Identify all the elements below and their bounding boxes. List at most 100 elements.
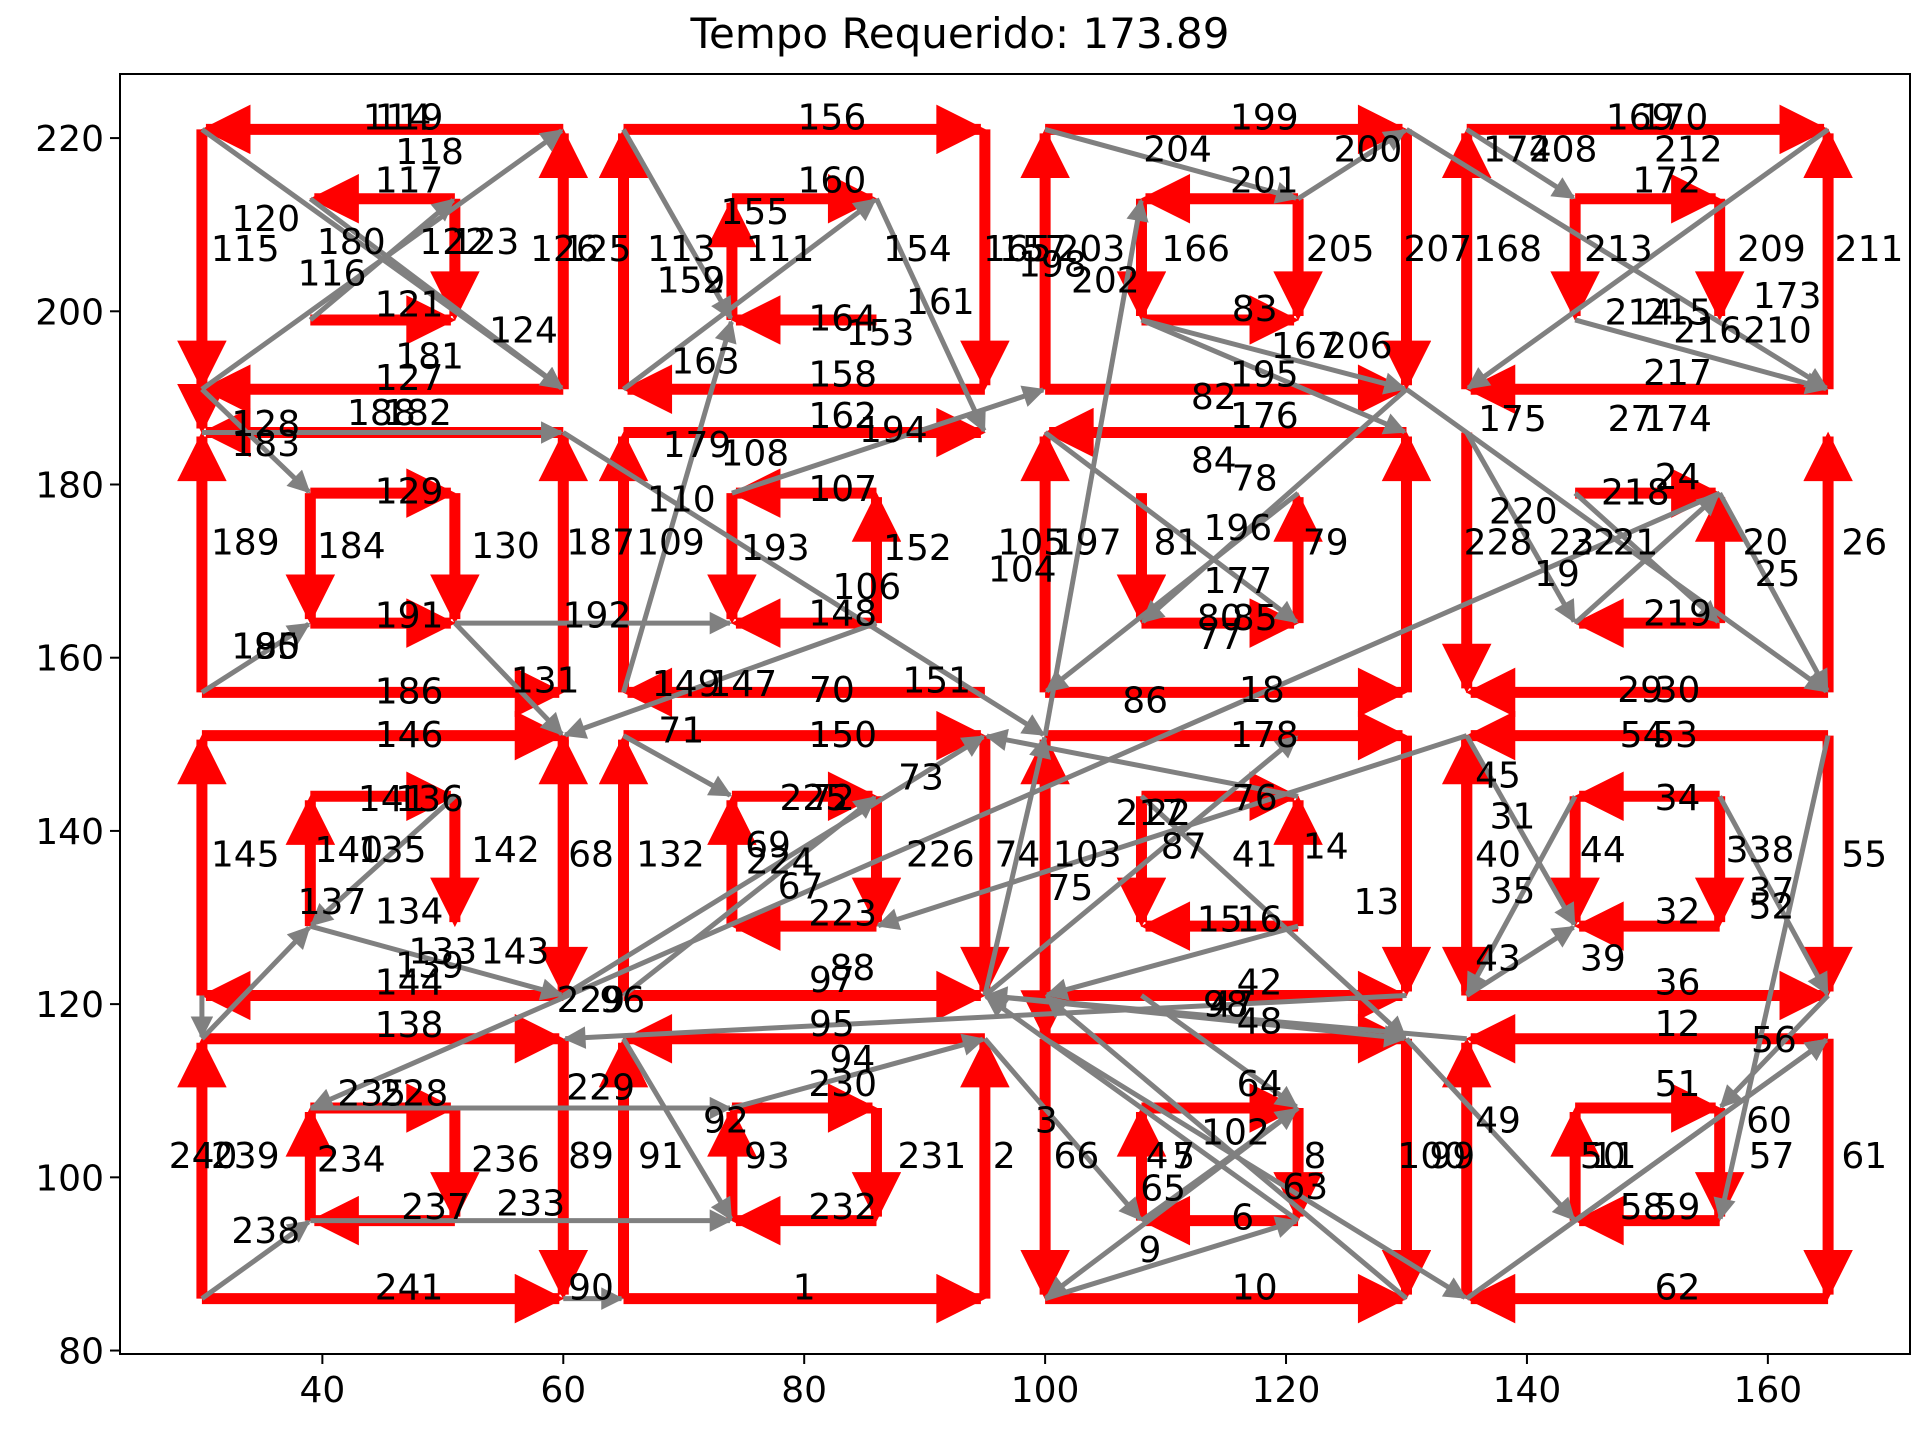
edge-label: 113 [647, 229, 716, 270]
deadhead-edge [1296, 128, 1407, 201]
edge-label: 179 [663, 425, 732, 466]
edge-label: 235 [337, 1073, 406, 1114]
edge-label: 15 [1197, 899, 1243, 940]
edge-label: 81 [1154, 523, 1200, 564]
edge-label: 27 [1608, 399, 1654, 440]
deadhead-edge [1719, 993, 1830, 1109]
edge-label: 213 [1584, 229, 1653, 270]
deadhead-edge [308, 196, 564, 391]
deadhead-edge [984, 986, 1467, 1042]
edge-label: 84 [1191, 440, 1237, 481]
deadhead-edge [561, 734, 986, 998]
edge-label: 4 [1146, 1136, 1169, 1177]
edge-label: 214 [1605, 292, 1674, 333]
deadhead-edge [1044, 127, 1299, 204]
chart-title: Tempo Requerido: 173.89 [690, 9, 1230, 58]
edge-label: 37 [1749, 871, 1795, 912]
edge-label: 7 [1172, 1136, 1195, 1177]
edge-label: 192 [563, 595, 632, 636]
deadhead-edge [200, 1219, 311, 1301]
edge-label: 57 [1749, 1136, 1795, 1177]
edge-label: 110 [647, 479, 716, 520]
edge-label: 226 [906, 834, 975, 875]
edge-label: 232 [808, 1187, 877, 1228]
edge-label: 157 [999, 229, 1068, 270]
edge-label: 39 [1580, 938, 1626, 979]
y-tick-label: 200 [35, 292, 104, 333]
deadhead-edges [190, 127, 1831, 1310]
edge-label: 51 [1655, 1064, 1701, 1105]
edge-label: 22 [1570, 523, 1616, 564]
deadhead-edge [621, 795, 877, 998]
x-tick-label: 120 [1252, 1370, 1321, 1411]
edge-label: 34 [1655, 778, 1701, 819]
edge-label: 134 [375, 892, 444, 933]
deadhead-edge [1044, 1216, 1299, 1301]
edge-label: 63 [1282, 1167, 1328, 1208]
deadhead-edge [1043, 1036, 1467, 1300]
deadhead-edge [1465, 1037, 1829, 1301]
edge-label: 124 [489, 310, 558, 351]
edge-label: 135 [358, 830, 427, 871]
edge-label: 170 [1640, 97, 1709, 138]
deadhead-edge [876, 733, 1468, 931]
deadhead-edge [731, 385, 1046, 496]
edge-label: 183 [231, 424, 300, 465]
deadhead-edge [561, 430, 1046, 737]
edge-label: 196 [1203, 508, 1272, 549]
edge-label: 145 [211, 834, 280, 875]
edge-label: 78 [1232, 459, 1278, 500]
edge-label: 76 [1232, 778, 1278, 819]
edge-label: 77 [1197, 617, 1243, 658]
edge-label: 166 [1161, 229, 1230, 270]
edge-label: 116 [298, 253, 367, 294]
edge-label: 65 [1140, 1169, 1186, 1210]
edge-label: 103 [1053, 834, 1122, 875]
y-axis: 80 100 120 140 160 180 200 220 [35, 119, 120, 1373]
deadhead-edge [308, 198, 456, 322]
deadhead-edge [1044, 491, 1300, 694]
edge-label: 26 [1841, 523, 1887, 564]
edge-label: 172 [1632, 161, 1701, 202]
edge-label: 185 [231, 627, 300, 668]
edge-label: 68 [568, 834, 614, 875]
edge-label: 82 [1191, 377, 1237, 418]
edge-label: 204 [1143, 129, 1212, 170]
edge-label: 87 [1161, 827, 1207, 868]
edge-label: 59 [1655, 1187, 1701, 1228]
deadhead-edge [1140, 317, 1407, 435]
edge-label: 143 [481, 931, 550, 972]
deadhead-edge [982, 735, 1052, 997]
y-tick-label: 80 [58, 1332, 104, 1373]
edge-label: 136 [395, 779, 464, 820]
edge-label: 122 [419, 222, 488, 263]
edge-label: 160 [798, 161, 867, 202]
edge-label: 211 [1835, 229, 1904, 270]
deadhead-edge [1405, 127, 1829, 391]
edge-label: 75 [1048, 868, 1094, 909]
edge-label: 108 [720, 433, 789, 474]
y-tick-label: 180 [35, 466, 104, 507]
edge-label: 194 [859, 410, 928, 451]
edge-label: 186 [375, 672, 444, 713]
edge-label: 178 [1230, 715, 1299, 756]
deadhead-edge [622, 733, 733, 798]
deadhead-edge [1717, 491, 1830, 693]
edge-label: 24 [1655, 457, 1701, 498]
edge-label: 133 [408, 931, 477, 972]
edge-label: 21 [1612, 523, 1658, 564]
edge-label: 64 [1237, 1064, 1283, 1105]
deadhead-edge [310, 490, 1721, 1110]
deadhead-edge [1713, 735, 1831, 1221]
edge-label: 182 [383, 393, 452, 434]
edge-label: 6 [1231, 1197, 1254, 1238]
edge-label: 90 [568, 1267, 614, 1308]
edge-label: 177 [1203, 561, 1272, 602]
edge-label: 241 [375, 1267, 444, 1308]
edge-label: 130 [471, 526, 540, 567]
edge-label: 47 [1209, 984, 1255, 1025]
edge-label: 53 [1652, 715, 1698, 756]
edge-label: 40 [1475, 834, 1521, 875]
edge-label: 1 [793, 1267, 816, 1308]
